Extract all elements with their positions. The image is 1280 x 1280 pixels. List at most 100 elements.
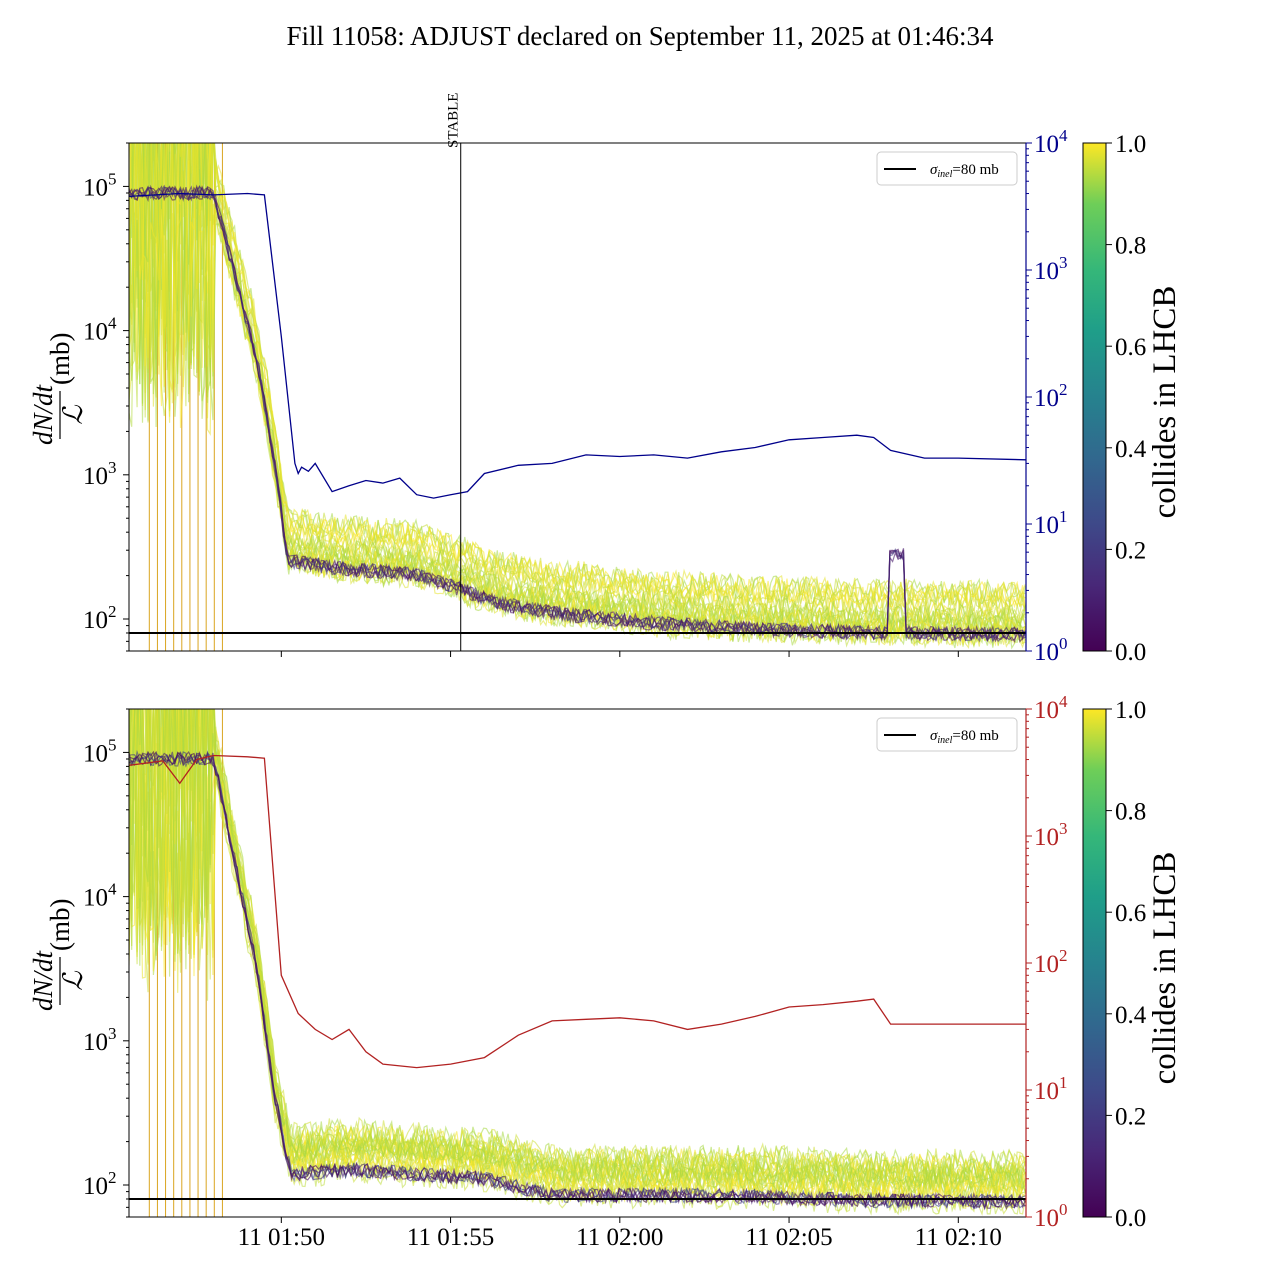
stable-label: STABLE [446, 93, 462, 148]
colorbar-tick-label: 0.6 [1115, 334, 1146, 361]
colorbar-tick-label: 0.2 [1115, 1103, 1146, 1130]
y-tick-label: 103 [83, 458, 117, 490]
colorbar-label: collides in LHCB [1147, 852, 1183, 1085]
y-axis-left: 102 103 104 105 [83, 142, 129, 652]
y-axis-right: 100 101 102 103 104 [1026, 692, 1068, 1232]
bunch-band [129, 709, 1026, 1216]
bunch-trace [129, 709, 1026, 1210]
colorbar-tick-label: 0.4 [1115, 436, 1147, 463]
ylabel-denominator: ℒ [58, 405, 88, 425]
colorbar-tick-label: 0.0 [1115, 1205, 1146, 1232]
bunch-trace [129, 709, 1026, 1188]
legend: σinel=80 mb [876, 151, 1018, 186]
ylabel-unit: (mb) [45, 899, 75, 951]
colorbar-tick-label: 1.0 [1115, 697, 1146, 724]
colorbar-tick-label: 0.8 [1115, 233, 1146, 260]
bunch-band [129, 143, 1026, 650]
y-tick-label: 104 [83, 880, 117, 912]
bunch-trace [129, 709, 1026, 1188]
bunch-trace [129, 143, 1026, 620]
y-tick-label: 103 [83, 1024, 117, 1056]
bunch-trace [131, 709, 1026, 1188]
top-panel: STABLE 102 103 104 105 100 101 102 103 104 dN/dt ℒ (… [28, 93, 1183, 666]
x-axis [280, 651, 959, 657]
y-tick-label: 102 [83, 1168, 117, 1200]
right-tick-label: 104 [1034, 126, 1068, 158]
y-axis-right: 100 101 102 103 104 [1026, 126, 1068, 666]
bunch-trace [129, 709, 1026, 1197]
bunch-trace [137, 709, 1026, 1204]
x-axis: 11 01:50 11 01:55 11 02:00 11 02:05 11 02:10 [238, 1217, 1002, 1251]
bunch-trace [129, 143, 1026, 605]
bunch-trace [129, 751, 1026, 1210]
colorbar-tick-label: 0.4 [1115, 1002, 1147, 1029]
bunch-trace [129, 143, 1026, 650]
bunch-trace [129, 750, 1026, 1210]
bunch-trace [129, 709, 1026, 1176]
ylabel-denominator: ℒ [58, 971, 88, 991]
colorbar-gradient [1082, 708, 1107, 1218]
right-tick-label: 103 [1034, 819, 1068, 851]
bunch-trace [129, 709, 1026, 1193]
bunch-trace [131, 143, 1026, 631]
legend-label: σinel=80 mb [930, 728, 999, 746]
legend: σinel=80 mb [876, 717, 1018, 752]
y-axis-label: dN/dt ℒ (mb) [28, 333, 88, 445]
y-tick-label: 105 [83, 735, 117, 767]
x-tick-label: 11 02:05 [745, 1224, 832, 1251]
bunch-trace [129, 709, 1026, 1202]
bunch-trace [129, 749, 1026, 1210]
y-axis-label: dN/dt ℒ (mb) [28, 899, 88, 1011]
right-tick-label: 100 [1034, 634, 1068, 666]
bunch-trace [129, 709, 1026, 1176]
plot-frame [128, 708, 1027, 1218]
colorbar: 0.0 0.2 0.4 0.6 0.8 1.0 collides in LHCB [1082, 131, 1183, 666]
bunch-trace [129, 143, 1026, 608]
figure-title: Fill 11058: ADJUST declared on September… [287, 21, 994, 51]
bunch-trace [129, 143, 1026, 620]
x-tick-label: 11 02:10 [915, 1224, 1002, 1251]
bunch-trace [129, 709, 1026, 1196]
legend-box [876, 151, 1018, 186]
right-tick-label: 100 [1034, 1200, 1068, 1232]
right-tick-label: 102 [1034, 946, 1068, 978]
bunch-trace [132, 709, 1026, 1195]
bunch-trace [129, 143, 1026, 625]
ylabel-numerator: dN/dt [28, 383, 58, 445]
bunch-trace [129, 709, 1026, 1189]
colorbar: 0.0 0.2 0.4 0.6 0.8 1.0 collides in LHCB [1082, 697, 1183, 1232]
plot-area [129, 709, 1026, 1217]
bunch-trace [129, 709, 1026, 1188]
ylabel-unit: (mb) [45, 333, 75, 385]
x-tick-label: 11 02:00 [576, 1224, 663, 1251]
plot-area [129, 143, 1026, 651]
y-tick-label: 104 [83, 314, 117, 346]
right-tick-label: 101 [1034, 507, 1068, 539]
y-tick-label: 102 [83, 602, 117, 634]
y-tick-label: 105 [83, 169, 117, 201]
colorbar-tick-label: 0.2 [1115, 537, 1146, 564]
colorbar-tick-label: 1.0 [1115, 131, 1146, 158]
y-axis-left: 102 103 104 105 [83, 708, 129, 1218]
x-tick-label: 11 01:55 [407, 1224, 494, 1251]
ylabel-numerator: dN/dt [28, 949, 58, 1011]
bunch-trace [129, 709, 1026, 1216]
colorbar-tick-label: 0.8 [1115, 799, 1146, 826]
right-tick-label: 103 [1034, 253, 1068, 285]
bunch-trace [129, 709, 1026, 1216]
bunch-trace [129, 143, 1026, 624]
total-rate-line [129, 192, 1026, 499]
colorbar-tick-label: 0.0 [1115, 639, 1146, 666]
bunch-trace [130, 709, 1026, 1200]
bunch-trace [129, 709, 1026, 1211]
right-tick-label: 104 [1034, 692, 1068, 724]
bunch-trace [129, 184, 1026, 643]
bunch-trace [129, 709, 1026, 1196]
bunch-trace [129, 709, 1026, 1194]
legend-box [876, 717, 1018, 752]
x-tick-label: 11 01:50 [238, 1224, 325, 1251]
right-tick-label: 102 [1034, 380, 1068, 412]
colorbar-gradient [1082, 142, 1107, 652]
